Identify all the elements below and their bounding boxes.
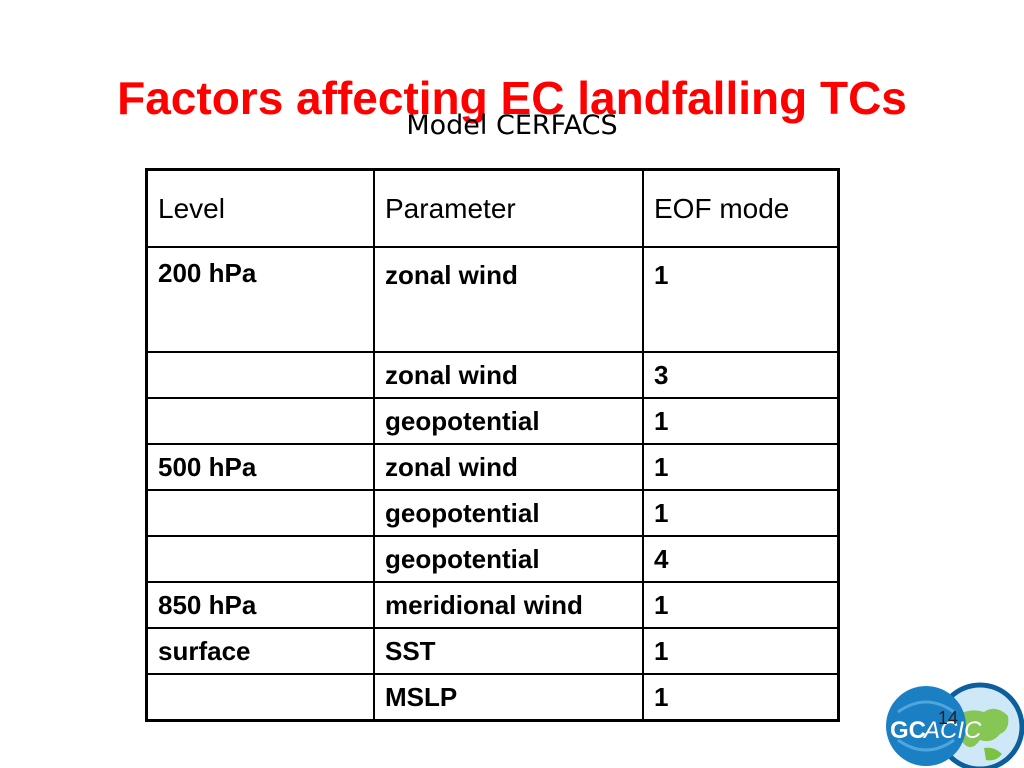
table-header-row: Level Parameter EOF mode	[145, 168, 840, 248]
eof-mode-cell: 1	[642, 581, 840, 629]
table-row: 500 hPa zonal wind 1	[145, 443, 840, 491]
page-number: 14	[938, 708, 959, 728]
parameter-cell: MSLP	[373, 673, 644, 722]
level-cell: 500 hPa	[145, 443, 375, 491]
column-header-eof-mode: EOF mode	[642, 168, 840, 248]
eof-mode-cell: 1	[642, 627, 840, 675]
table-row: 850 hPa meridional wind 1	[145, 581, 840, 629]
parameter-cell: zonal wind	[373, 443, 644, 491]
parameter-cell: meridional wind	[373, 581, 644, 629]
parameter-cell: SST	[373, 627, 644, 675]
table-row: 200 hPa zonal wind 1	[145, 246, 840, 353]
level-cell: 200 hPa	[145, 246, 375, 353]
eof-mode-cell: 3	[642, 351, 840, 399]
table-row: geopotential 1	[145, 489, 840, 537]
level-cell: surface	[145, 627, 375, 675]
parameter-cell: geopotential	[373, 535, 644, 583]
svg-text:GC: GC	[890, 717, 926, 744]
eof-mode-cell: 1	[642, 673, 840, 722]
parameter-cell: zonal wind	[373, 351, 644, 399]
level-cell: 850 hPa	[145, 581, 375, 629]
eof-mode-cell: 1	[642, 397, 840, 445]
level-cell	[145, 673, 375, 722]
level-cell	[145, 351, 375, 399]
slide-subtitle: Model CERFACS	[406, 110, 618, 141]
eof-mode-cell: 4	[642, 535, 840, 583]
table-row: zonal wind 3	[145, 351, 840, 399]
table-row: geopotential 4	[145, 535, 840, 583]
parameter-cell: geopotential	[373, 489, 644, 537]
eof-mode-cell: 1	[642, 443, 840, 491]
table-row: MSLP 1	[145, 673, 840, 722]
parameter-cell: zonal wind	[373, 246, 644, 353]
table-row: surface SST 1	[145, 627, 840, 675]
slide-title: Factors affecting EC landfalling TCs	[117, 72, 907, 124]
level-cell	[145, 535, 375, 583]
column-header-level: Level	[145, 168, 375, 248]
column-header-parameter: Parameter	[373, 168, 644, 248]
factors-table: Level Parameter EOF mode 200 hPa zonal w…	[145, 168, 840, 722]
eof-mode-cell: 1	[642, 489, 840, 537]
table-row: geopotential 1	[145, 397, 840, 445]
level-cell	[145, 397, 375, 445]
gcacic-logo: GC ACIC	[886, 682, 1024, 768]
parameter-cell: geopotential	[373, 397, 644, 445]
level-cell	[145, 489, 375, 537]
svg-text:ACIC: ACIC	[922, 717, 982, 744]
eof-mode-cell: 1	[642, 246, 840, 353]
